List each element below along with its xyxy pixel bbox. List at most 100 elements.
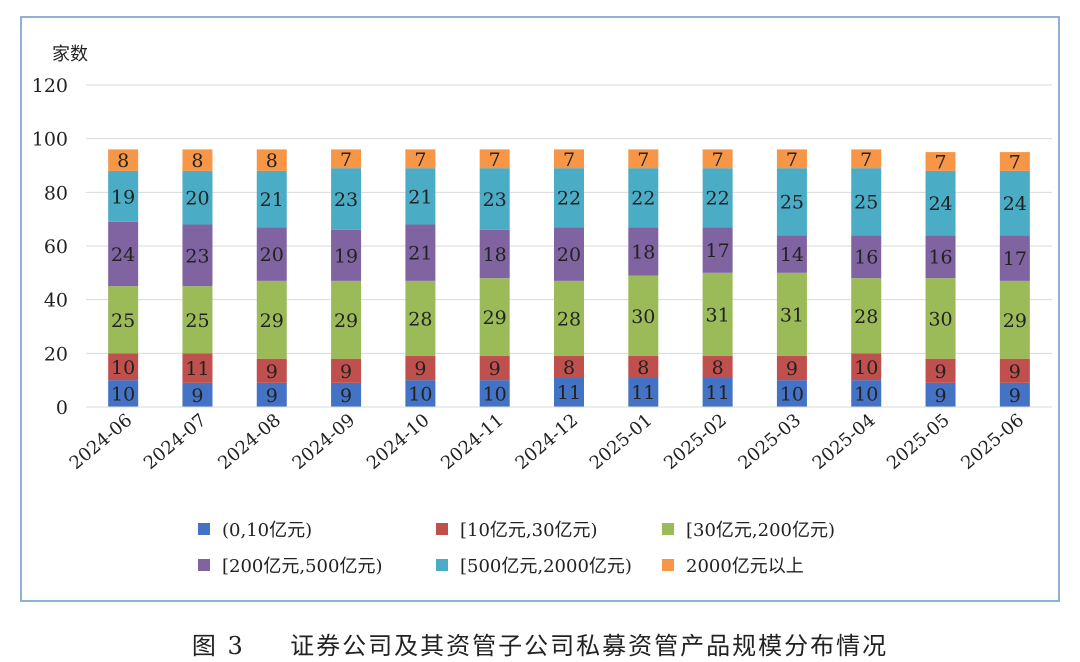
data-label: 11 (706, 382, 730, 404)
bar-segment (999, 358, 1030, 383)
data-label: 29 (483, 307, 507, 329)
legend-swatch (662, 523, 674, 535)
data-label: 7 (340, 149, 352, 171)
data-label: 9 (786, 358, 798, 380)
data-label: 8 (563, 357, 575, 379)
y-tick-label: 20 (44, 343, 68, 365)
bar-segment (851, 380, 882, 407)
x-tick-label: 2025-04 (809, 410, 880, 474)
bar-segment (182, 224, 213, 287)
data-label: 9 (340, 361, 352, 383)
bar-segment (554, 356, 584, 378)
data-label: 28 (854, 306, 878, 328)
data-label: 28 (408, 308, 432, 330)
legend-item: (0,10亿元) (198, 516, 312, 542)
bar-segment (702, 168, 733, 228)
bar-segment (851, 235, 882, 279)
data-label: 9 (489, 358, 501, 380)
bar-segment (405, 224, 436, 281)
x-tick-label: 2024-08 (214, 410, 285, 474)
data-label: 20 (557, 244, 581, 266)
bar-segment (776, 235, 807, 273)
legend-label: [30亿元,200亿元) (686, 520, 836, 541)
bar-segment (256, 227, 287, 281)
legend-swatch (436, 523, 448, 535)
data-label: 24 (1003, 193, 1027, 215)
data-label: 7 (934, 151, 946, 173)
data-label: 8 (712, 357, 724, 379)
data-label: 29 (334, 310, 358, 332)
data-label: 17 (706, 240, 730, 262)
legend-label: [10亿元,30亿元) (460, 520, 598, 541)
data-label: 24 (928, 193, 952, 215)
data-label: 25 (854, 192, 878, 214)
bar-segment (554, 280, 584, 357)
x-tick-label: 2025-01 (586, 410, 657, 474)
bar-segment (405, 356, 436, 381)
legend-item: [30亿元,200亿元) (662, 516, 835, 542)
data-label: 8 (117, 150, 129, 172)
data-label: 22 (706, 188, 730, 210)
bar-segment (256, 149, 287, 171)
bar-segment (628, 356, 659, 378)
legend-swatch (198, 559, 210, 571)
bar-segment (256, 170, 287, 228)
bar-segment (108, 380, 139, 407)
data-label: 25 (780, 192, 804, 214)
y-axis-label: 家数 (52, 44, 88, 65)
bar-segment (182, 353, 213, 383)
x-tick-label: 2025-03 (734, 410, 805, 474)
data-label: 11 (631, 382, 655, 404)
bar-segment (182, 286, 213, 354)
bar-segment (256, 382, 287, 407)
legend-swatch (662, 559, 674, 571)
bar-segment (702, 149, 733, 169)
bar-segment (554, 227, 584, 281)
data-label: 23 (483, 189, 507, 211)
x-tick-label: 2024-07 (140, 410, 211, 474)
legend-item: [200亿元,500亿元) (198, 552, 382, 578)
y-tick-label: 0 (56, 397, 68, 419)
bar-segment (702, 377, 733, 407)
bar-segment (925, 278, 956, 359)
data-label: 28 (557, 308, 581, 330)
data-label: 11 (557, 382, 581, 404)
bar-segment (108, 149, 139, 171)
bar-segment (405, 149, 436, 169)
data-label: 23 (334, 189, 358, 211)
bar-segment (479, 229, 510, 279)
bar-segment (851, 353, 882, 381)
bar-segment (479, 380, 510, 407)
data-label: 18 (631, 241, 655, 263)
x-tick-label: 2024-10 (363, 410, 434, 474)
legend-swatch (198, 523, 210, 535)
bar-segment (628, 377, 659, 407)
data-label: 31 (706, 304, 730, 326)
bar-segment (999, 152, 1030, 171)
x-axis: 2024-06 2024-07 2024-08 2024-09 2024-10 2024-… (66, 406, 1052, 474)
bar-segment (331, 229, 362, 281)
data-label: 8 (191, 150, 203, 172)
data-label: 20 (260, 244, 284, 266)
data-label: 8 (266, 150, 278, 172)
data-label: 29 (1003, 310, 1027, 332)
data-label: 9 (266, 361, 278, 383)
bars: 1010252419891125232089929202189929192371… (108, 149, 1030, 407)
bar-segment (182, 149, 213, 171)
data-label: 7 (1009, 151, 1021, 173)
data-label: 20 (185, 188, 209, 210)
y-tick-label: 40 (44, 290, 68, 312)
bar-segment (405, 280, 436, 357)
bar-segment (331, 280, 362, 359)
data-label: 31 (780, 304, 804, 326)
data-label: 23 (185, 245, 209, 267)
data-label: 22 (557, 188, 581, 210)
x-tick-label: 2024-09 (288, 410, 359, 474)
data-label: 10 (408, 384, 432, 406)
data-label: 11 (185, 358, 209, 380)
bar-segment (108, 170, 139, 222)
bar-segment (554, 149, 584, 169)
bar-segment (925, 170, 956, 236)
data-label: 9 (340, 385, 352, 407)
bar-segment (628, 168, 659, 228)
